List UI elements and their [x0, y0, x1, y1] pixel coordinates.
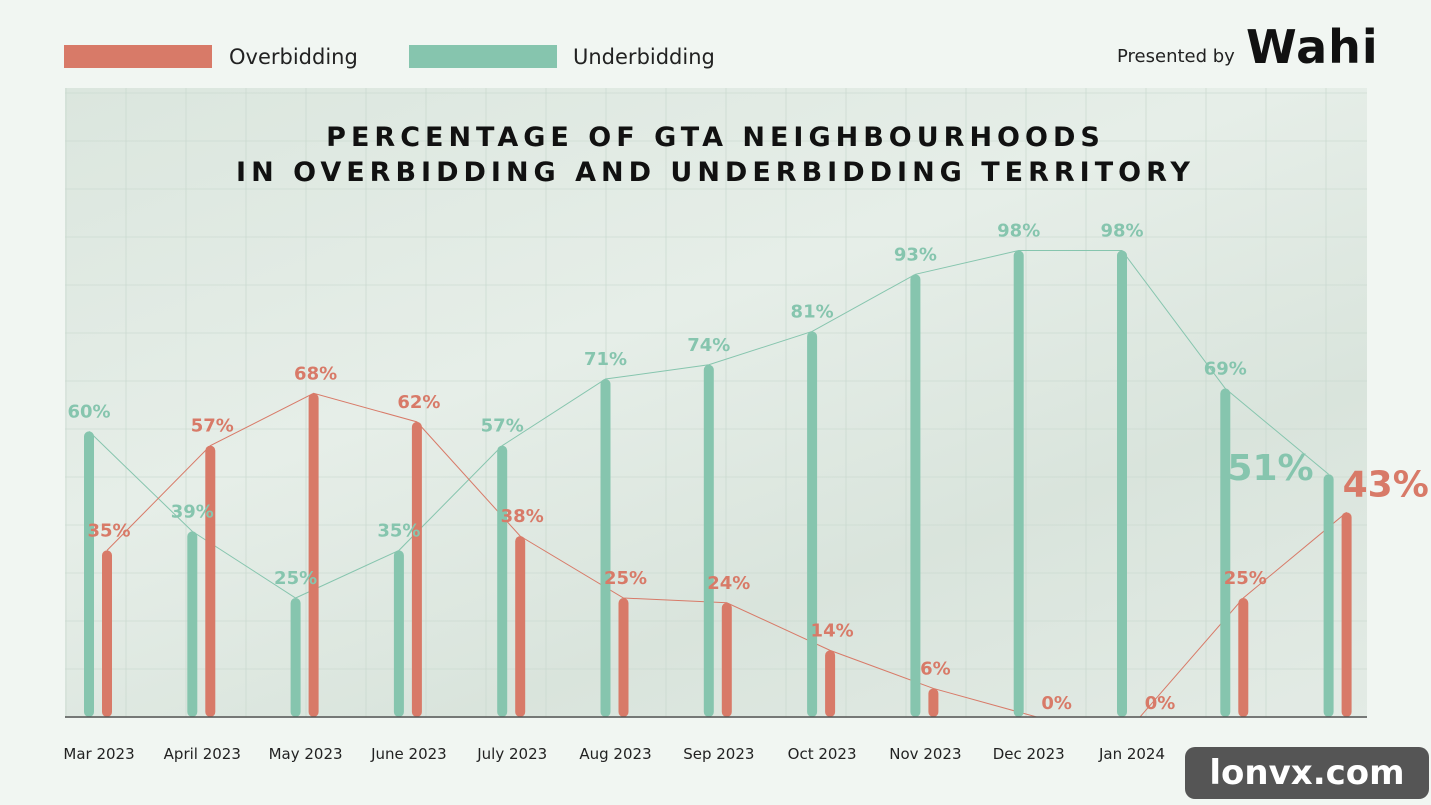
overbidding-data-label: 25%: [604, 568, 647, 589]
wahi-logo: Wahi: [1246, 20, 1379, 74]
underbidding-data-label: 98%: [1100, 221, 1143, 242]
underbidding-data-label: 25%: [274, 568, 317, 589]
underbidding-bar: [497, 445, 508, 717]
legend-label-underbidding: Underbidding: [573, 45, 715, 69]
underbidding-data-label: 51%: [1227, 448, 1313, 489]
underbidding-bar: [807, 331, 818, 717]
underbidding-bar: [1323, 474, 1334, 717]
presented-by-label: Presented by: [1117, 46, 1235, 67]
overbidding-data-label: 6%: [920, 658, 951, 679]
watermark: lonvx.com: [1185, 747, 1429, 799]
overbidding-data-label: 24%: [707, 573, 750, 594]
underbidding-data-label: 35%: [377, 520, 420, 541]
underbidding-data-label: 81%: [791, 301, 834, 322]
overbidding-data-label: 68%: [294, 363, 337, 384]
x-axis-tick-label: April 2023: [164, 745, 241, 763]
x-axis-tick-label: June 2023: [370, 745, 447, 763]
x-axis-tick-label: Nov 2023: [889, 745, 961, 763]
underbidding-data-label: 69%: [1204, 359, 1247, 380]
overbidding-data-label: 25%: [1224, 568, 1267, 589]
overbidding-data-label: 43%: [1343, 464, 1429, 505]
overbidding-bar: [1341, 512, 1352, 717]
overbidding-data-label: 62%: [397, 392, 440, 413]
overbidding-bar: [411, 421, 422, 717]
x-axis-tick-label: Aug 2023: [579, 745, 651, 763]
legend-swatch-underbidding: [409, 45, 557, 68]
underbidding-bar: [910, 274, 921, 717]
underbidding-data-label: 74%: [687, 335, 730, 356]
underbidding-data-label: 39%: [171, 501, 214, 522]
chart-title-line-2: IN OVERBIDDING AND UNDERBIDDING TERRITOR…: [236, 157, 1195, 188]
x-axis-tick-label: Jan 2024: [1098, 745, 1165, 763]
underbidding-data-label: 93%: [894, 244, 937, 265]
underbidding-data-label: 71%: [584, 349, 627, 370]
background-photo: [65, 88, 1367, 718]
x-axis-tick-label: Dec 2023: [993, 745, 1065, 763]
overbidding-data-label: 35%: [87, 520, 130, 541]
x-axis-tick-label: July 2023: [476, 745, 547, 763]
overbidding-bar: [102, 550, 112, 717]
overbidding-bar: [721, 602, 732, 717]
overbidding-data-label: 14%: [811, 620, 854, 641]
legend-label-overbidding: Overbidding: [229, 45, 358, 69]
overbidding-data-label: 0%: [1145, 693, 1176, 714]
underbidding-bar: [84, 431, 94, 717]
overbidding-data-label: 57%: [191, 416, 234, 437]
underbidding-data-label: 57%: [481, 416, 524, 437]
underbidding-bar: [1220, 388, 1231, 717]
underbidding-bar: [1117, 250, 1127, 717]
x-axis-tick-label: Sep 2023: [683, 745, 754, 763]
chart-title: PERCENTAGE OF GTA NEIGHBOURHOODS IN OVER…: [0, 120, 1431, 190]
underbidding-bar: [187, 531, 198, 717]
overbidding-bar: [825, 650, 836, 717]
overbidding-bar: [515, 536, 526, 717]
underbidding-data-label: 60%: [67, 401, 110, 422]
overbidding-bar: [1238, 598, 1249, 717]
overbidding-bar: [928, 688, 939, 717]
underbidding-data-label: 98%: [997, 221, 1040, 242]
underbidding-bar: [600, 379, 611, 717]
overbidding-data-label: 0%: [1041, 693, 1072, 714]
x-axis-tick-label: May 2023: [269, 745, 343, 763]
chart-title-line-1: PERCENTAGE OF GTA NEIGHBOURHOODS: [326, 122, 1105, 153]
underbidding-bar: [1013, 250, 1024, 717]
underbidding-bar: [393, 550, 404, 717]
overbidding-data-label: 38%: [501, 506, 544, 527]
overbidding-bar: [618, 598, 629, 717]
x-axis-tick-label: Oct 2023: [788, 745, 857, 763]
underbidding-bar: [290, 598, 301, 717]
overbidding-bar: [308, 393, 319, 717]
underbidding-bar: [703, 364, 714, 717]
x-axis-tick-label: Mar 2023: [63, 745, 134, 763]
legend-swatch-overbidding: [64, 45, 212, 68]
overbidding-bar: [205, 445, 216, 717]
